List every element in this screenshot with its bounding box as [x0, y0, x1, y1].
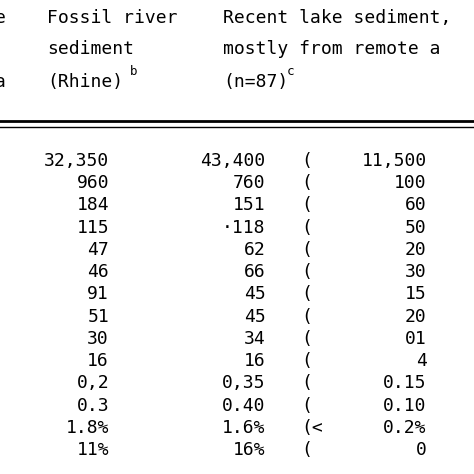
- Text: c: c: [287, 65, 294, 78]
- Text: 0: 0: [416, 441, 427, 459]
- Text: sediment: sediment: [47, 40, 135, 58]
- Text: (: (: [301, 285, 312, 303]
- Text: 1.6%: 1.6%: [222, 419, 265, 437]
- Text: 66: 66: [244, 263, 265, 281]
- Text: 15: 15: [405, 285, 427, 303]
- Text: 184: 184: [76, 196, 109, 214]
- Text: (: (: [301, 152, 312, 170]
- Text: (: (: [301, 397, 312, 415]
- Text: 16: 16: [87, 352, 109, 370]
- Text: 16: 16: [244, 352, 265, 370]
- Text: 760: 760: [233, 174, 265, 192]
- Text: 11,500: 11,500: [361, 152, 427, 170]
- Text: 20: 20: [405, 241, 427, 259]
- Text: Recent lake sediment,: Recent lake sediment,: [223, 9, 451, 27]
- Text: 51: 51: [87, 308, 109, 326]
- Text: 151: 151: [233, 196, 265, 214]
- Text: 0.2%: 0.2%: [383, 419, 427, 437]
- Text: (Rhine): (Rhine): [47, 73, 124, 91]
- Text: 0.3: 0.3: [76, 397, 109, 415]
- Text: 60: 60: [405, 196, 427, 214]
- Text: (: (: [301, 174, 312, 192]
- Text: ·118: ·118: [222, 219, 265, 237]
- Text: 0,2: 0,2: [76, 374, 109, 392]
- Text: (: (: [301, 219, 312, 237]
- Text: a: a: [0, 73, 6, 91]
- Text: b: b: [130, 65, 138, 78]
- Text: 0.40: 0.40: [222, 397, 265, 415]
- Text: 0.10: 0.10: [383, 397, 427, 415]
- Text: (<: (<: [301, 419, 323, 437]
- Text: 115: 115: [76, 219, 109, 237]
- Text: (n=87): (n=87): [223, 73, 288, 91]
- Text: 30: 30: [87, 330, 109, 348]
- Text: 47: 47: [87, 241, 109, 259]
- Text: 20: 20: [405, 308, 427, 326]
- Text: 4: 4: [416, 352, 427, 370]
- Text: 34: 34: [244, 330, 265, 348]
- Text: 0,35: 0,35: [222, 374, 265, 392]
- Text: 45: 45: [244, 308, 265, 326]
- Text: 50: 50: [405, 219, 427, 237]
- Text: 91: 91: [87, 285, 109, 303]
- Text: (: (: [301, 241, 312, 259]
- Text: (: (: [301, 308, 312, 326]
- Text: 46: 46: [87, 263, 109, 281]
- Text: (: (: [301, 330, 312, 348]
- Text: 30: 30: [405, 263, 427, 281]
- Text: e: e: [0, 9, 6, 27]
- Text: (: (: [301, 352, 312, 370]
- Text: 100: 100: [394, 174, 427, 192]
- Text: (: (: [301, 196, 312, 214]
- Text: 11%: 11%: [76, 441, 109, 459]
- Text: 32,350: 32,350: [44, 152, 109, 170]
- Text: mostly from remote a: mostly from remote a: [223, 40, 440, 58]
- Text: 43,400: 43,400: [200, 152, 265, 170]
- Text: (: (: [301, 374, 312, 392]
- Text: 45: 45: [244, 285, 265, 303]
- Text: 0.15: 0.15: [383, 374, 427, 392]
- Text: Fossil river: Fossil river: [47, 9, 178, 27]
- Text: 16%: 16%: [233, 441, 265, 459]
- Text: (: (: [301, 263, 312, 281]
- Text: 960: 960: [76, 174, 109, 192]
- Text: 01: 01: [405, 330, 427, 348]
- Text: (: (: [301, 441, 312, 459]
- Text: 1.8%: 1.8%: [65, 419, 109, 437]
- Text: 62: 62: [244, 241, 265, 259]
